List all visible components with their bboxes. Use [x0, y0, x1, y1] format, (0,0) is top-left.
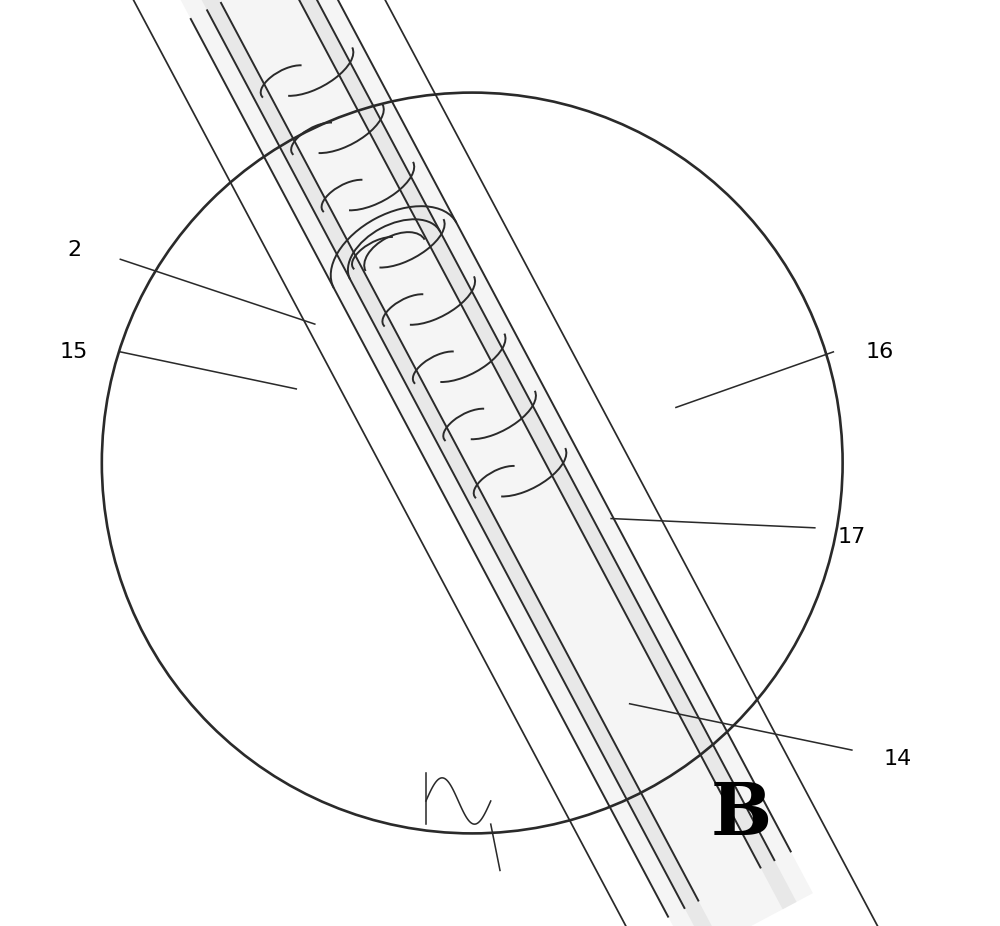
Polygon shape [169, 0, 813, 926]
Text: 17: 17 [838, 527, 866, 547]
Polygon shape [185, 0, 721, 926]
Text: 16: 16 [866, 342, 894, 362]
Text: 14: 14 [884, 749, 912, 770]
Text: 15: 15 [60, 342, 88, 362]
Text: B: B [710, 780, 771, 850]
Text: 2: 2 [67, 240, 81, 260]
Polygon shape [261, 0, 797, 909]
